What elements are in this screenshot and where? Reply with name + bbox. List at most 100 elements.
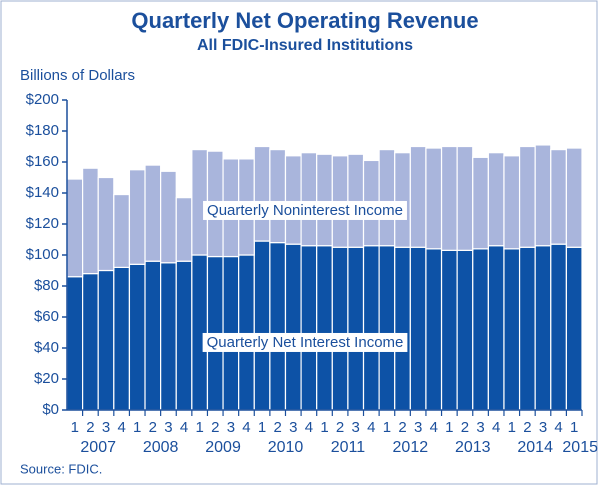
bar-segment xyxy=(128,263,146,411)
x-tick-label: 2 xyxy=(149,419,157,436)
bar-segment xyxy=(175,197,193,262)
bar-segment xyxy=(378,245,396,411)
x-tick-label: 4 xyxy=(367,419,375,436)
source: Source: FDIC. xyxy=(20,461,102,476)
x-tick-label: 4 xyxy=(117,419,125,436)
bar-segment xyxy=(534,144,552,247)
x-tick-label: 2 xyxy=(523,419,531,436)
bar-segment xyxy=(550,149,567,245)
y-tick-label: $60 xyxy=(34,308,59,325)
x-tick-label: 3 xyxy=(227,419,235,436)
bar-segment xyxy=(534,245,552,411)
label-box xyxy=(203,200,407,220)
bar-segment xyxy=(160,170,177,264)
bar-segment xyxy=(331,246,349,411)
bar-segment xyxy=(347,153,365,248)
bar-segment xyxy=(487,245,505,411)
x-tick-label: 2 xyxy=(461,419,469,436)
x-tick-label: 4 xyxy=(492,419,500,436)
year-label: 2009 xyxy=(205,439,241,456)
year-label: 2012 xyxy=(393,439,429,456)
bar-segment xyxy=(238,254,255,411)
bar-segment xyxy=(82,167,99,275)
x-tick-label: 3 xyxy=(352,419,360,436)
bar-segment xyxy=(160,262,177,411)
y-tick-label: $20 xyxy=(34,370,59,387)
bar-segment xyxy=(472,248,489,411)
year-label: 2014 xyxy=(517,439,553,456)
x-tick-label: 2 xyxy=(398,419,406,436)
x-tick-label: 1 xyxy=(508,419,516,436)
year-label: 2007 xyxy=(80,439,116,456)
year-label: 2011 xyxy=(331,439,366,456)
x-tick-label: 4 xyxy=(242,419,250,436)
bar-segment xyxy=(269,242,287,411)
bar-segment xyxy=(175,260,193,411)
x-tick-label: 4 xyxy=(305,419,313,436)
bar-segment xyxy=(565,246,583,411)
x-tick-label: 3 xyxy=(539,419,547,436)
y-tick-label: $80 xyxy=(34,277,59,294)
bar-segment xyxy=(409,145,427,248)
y-tick-label: $200 xyxy=(26,91,59,108)
bar-segment xyxy=(425,147,443,250)
year-label: 2008 xyxy=(143,439,179,456)
bar-segment xyxy=(284,243,302,411)
x-tick-label: 3 xyxy=(289,419,297,436)
bar-segment xyxy=(440,249,458,411)
y-tick-label: $180 xyxy=(26,122,59,139)
y-tick-label: $0 xyxy=(42,401,59,418)
y-tick-label: $140 xyxy=(26,184,59,201)
series-label: Quarterly Net Interest Income xyxy=(207,334,404,351)
x-tick-label: 1 xyxy=(320,419,328,436)
x-tick-label: 1 xyxy=(570,419,578,436)
chart-title: Quarterly Net Operating Revenue xyxy=(131,8,478,33)
chart-subtitle: All FDIC-Insured Institutions xyxy=(197,37,413,54)
bar-segment xyxy=(518,145,536,248)
bar-segment xyxy=(347,246,365,411)
bar-segment xyxy=(253,145,271,242)
x-tick-label: 2 xyxy=(86,419,94,436)
x-tick-label: 2 xyxy=(211,419,219,436)
bar-segment xyxy=(144,260,162,411)
x-tick-label: 2 xyxy=(274,419,282,436)
year-label: 2013 xyxy=(455,439,491,456)
bar-segment xyxy=(82,273,99,411)
x-tick-label: 1 xyxy=(195,419,203,436)
bar-segment xyxy=(113,266,131,411)
bar-segment xyxy=(97,269,115,411)
bar-segment xyxy=(550,243,567,411)
bar-segment xyxy=(518,246,536,411)
bar-segment xyxy=(503,248,521,411)
x-tick-label: 1 xyxy=(71,419,79,436)
bar-segment xyxy=(394,246,411,411)
x-tick-label: 3 xyxy=(102,419,110,436)
bar-segment xyxy=(269,149,287,244)
x-tick-label: 3 xyxy=(476,419,484,436)
bar-segment xyxy=(487,152,505,247)
bar-segment xyxy=(409,246,427,411)
x-tick-label: 4 xyxy=(430,419,438,436)
bar-segment xyxy=(378,149,396,247)
bar-segment xyxy=(144,164,162,262)
bar-segment xyxy=(316,245,333,411)
y-tick-label: $40 xyxy=(34,339,59,356)
x-tick-label: 2 xyxy=(336,419,344,436)
x-tick-label: 1 xyxy=(383,419,391,436)
x-tick-label: 3 xyxy=(414,419,422,436)
bar-segment xyxy=(456,249,474,411)
bar-segment xyxy=(66,178,84,278)
bar-segment xyxy=(300,152,318,247)
y-tick-label: $100 xyxy=(26,246,59,263)
bar-segment xyxy=(425,248,443,411)
year-label: 2010 xyxy=(268,439,304,456)
bar-segment xyxy=(97,176,115,272)
year-label: 2015 xyxy=(562,439,598,456)
bar-segment xyxy=(394,152,411,248)
bar-segment xyxy=(565,147,583,248)
bar-segment xyxy=(456,145,474,251)
x-tick-label: 3 xyxy=(164,419,172,436)
bar-segment xyxy=(284,155,302,245)
